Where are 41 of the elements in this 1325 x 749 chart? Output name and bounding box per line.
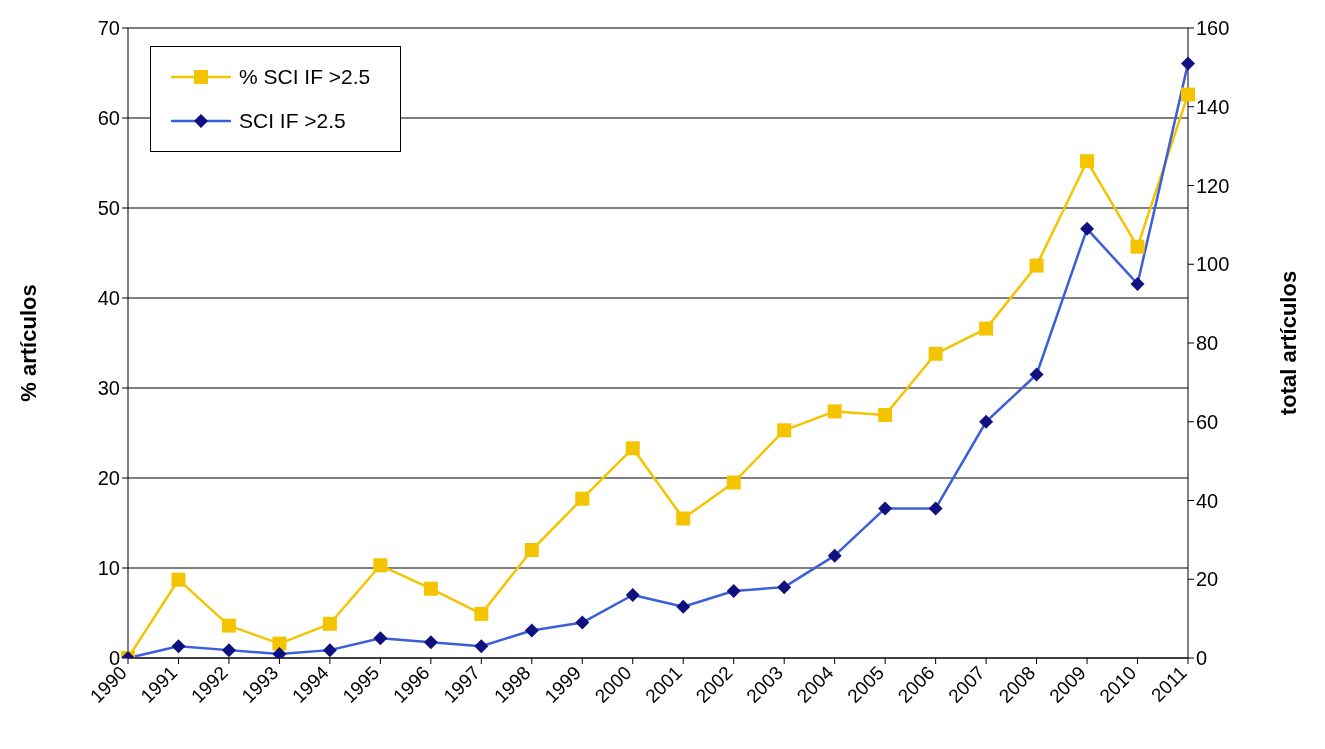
y2-tick-label: 40 — [1196, 489, 1219, 512]
y2-tick-label: 140 — [1196, 95, 1230, 118]
point — [1080, 154, 1095, 169]
y2-axis-title: total artículos — [1275, 270, 1301, 416]
point — [1130, 239, 1145, 254]
y2-tick-label: 60 — [1196, 410, 1219, 433]
y-axis-title: % artículos — [15, 284, 41, 402]
point — [373, 558, 388, 573]
point — [575, 491, 590, 506]
legend-label: SCI IF >2.5 — [239, 109, 346, 133]
y-tick-label: 60 — [97, 107, 120, 130]
y2-tick-label: 80 — [1196, 332, 1219, 355]
point — [171, 572, 186, 587]
point — [726, 475, 741, 490]
point — [1181, 87, 1195, 102]
point — [423, 581, 438, 596]
y2-tick-label: 100 — [1196, 253, 1230, 276]
point — [474, 606, 489, 621]
point — [272, 636, 287, 651]
y2-tick-label: 160 — [1196, 17, 1230, 40]
y-tick-label: 20 — [97, 467, 120, 490]
y-tick-label: 50 — [97, 197, 120, 220]
point — [928, 346, 943, 361]
legend-label: % SCI IF >2.5 — [239, 65, 371, 89]
point — [1029, 258, 1044, 273]
point — [979, 321, 994, 336]
y2-tick-label: 20 — [1196, 568, 1219, 591]
y-tick-label: 10 — [97, 557, 120, 580]
y2-tick-label: 0 — [1196, 647, 1208, 670]
point — [777, 423, 792, 438]
point — [827, 404, 842, 419]
point — [878, 408, 893, 422]
point — [322, 616, 337, 631]
y-tick-label: 70 — [97, 17, 120, 40]
point — [221, 618, 236, 633]
point — [524, 543, 539, 557]
y-tick-label: 30 — [97, 377, 120, 400]
y2-tick-label: 120 — [1196, 174, 1230, 197]
point — [676, 511, 691, 526]
y-tick-label: 40 — [97, 287, 120, 310]
point — [625, 441, 640, 456]
